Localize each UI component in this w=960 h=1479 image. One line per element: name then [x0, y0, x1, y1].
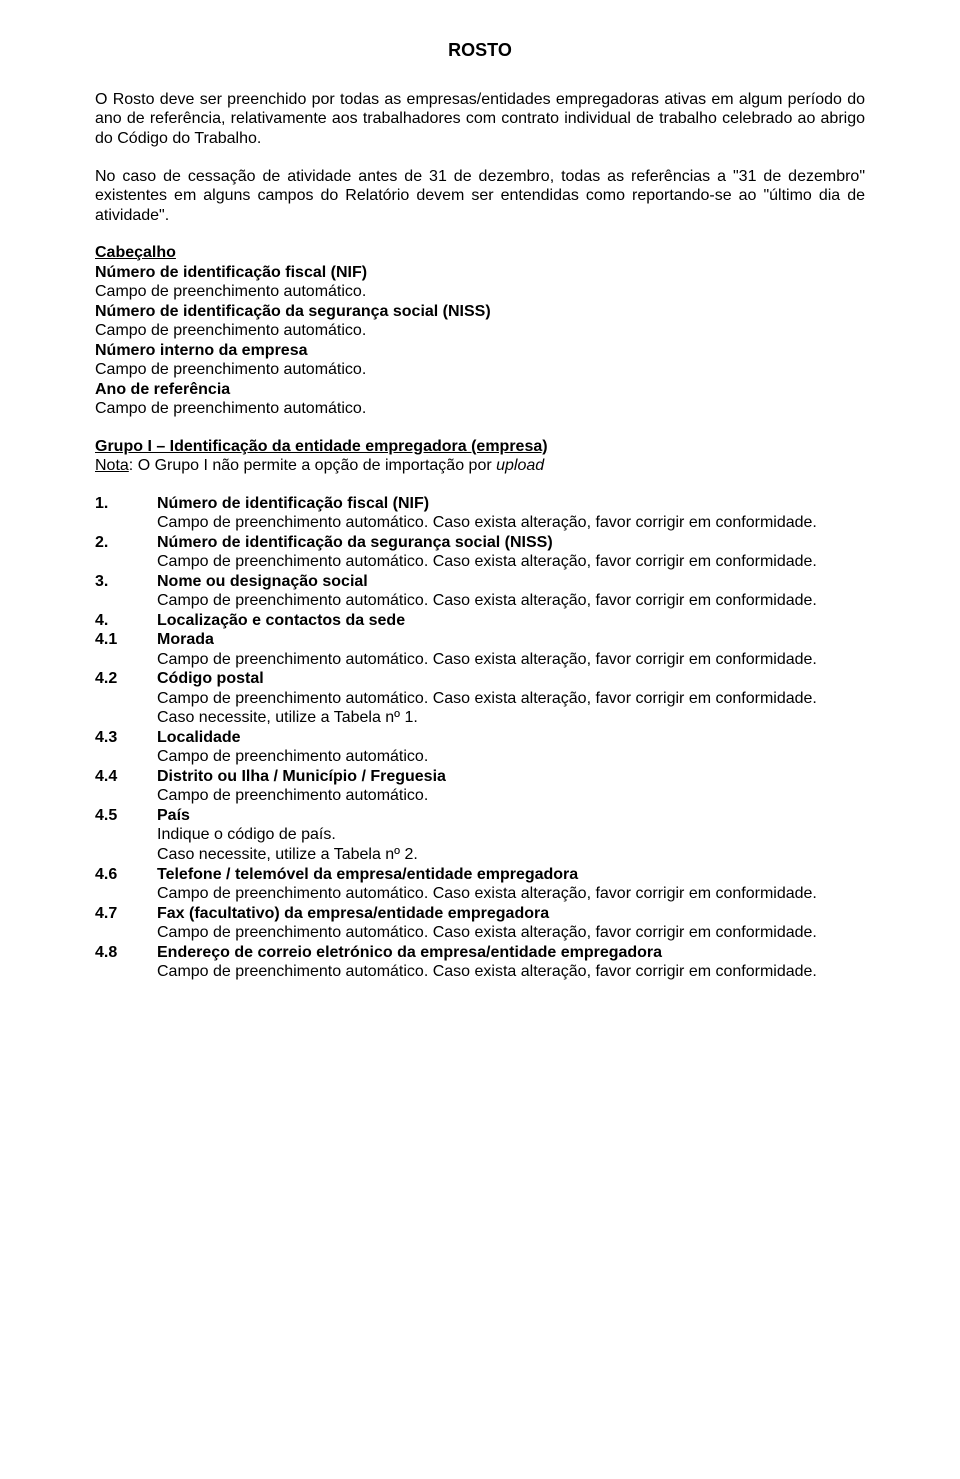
item-title: Número de identificação da segurança soc…	[157, 533, 865, 553]
nota-label: Nota	[95, 457, 129, 474]
cabecalho-label: Cabeçalho	[95, 244, 176, 261]
list-item: 4.8 Endereço de correio eletrónico da em…	[95, 943, 865, 963]
item-title: Distrito ou Ilha / Município / Freguesia	[157, 767, 865, 787]
list-item-desc: Campo de preenchimento automático. Caso …	[95, 923, 865, 943]
cab-field-nif-label: Número de identificação fiscal (NIF)	[95, 263, 865, 283]
item-tab: Caso necessite, utilize a Tabela nº 1.	[157, 708, 865, 728]
item-number: 2.	[95, 533, 157, 553]
item-desc: Campo de preenchimento automático. Caso …	[157, 962, 865, 982]
item-title: Morada	[157, 630, 865, 650]
list-item-tab: Caso necessite, utilize a Tabela nº 1.	[95, 708, 865, 728]
item-number: 4.1	[95, 630, 157, 650]
item-number: 4.3	[95, 728, 157, 748]
list-item-desc: Campo de preenchimento automático.	[95, 747, 865, 767]
list-item-tab: Caso necessite, utilize a Tabela nº 2.	[95, 845, 865, 865]
item-number: 4.5	[95, 806, 157, 826]
intro-paragraph-2: No caso de cessação de atividade antes d…	[95, 167, 865, 226]
list-item-desc: Indique o código de país.	[95, 825, 865, 845]
list-item: 4.1 Morada	[95, 630, 865, 650]
list-item: 4.3 Localidade	[95, 728, 865, 748]
list-item: 2. Número de identificação da segurança …	[95, 533, 865, 553]
nota-rest: : O Grupo I não permite a opção de impor…	[129, 457, 496, 474]
item-title: Fax (facultativo) da empresa/entidade em…	[157, 904, 865, 924]
item-desc: Campo de preenchimento automático. Caso …	[157, 650, 865, 670]
item-number: 4.2	[95, 669, 157, 689]
list-item-desc: Campo de preenchimento automático. Caso …	[95, 552, 865, 572]
list-item-desc: Campo de preenchimento automático. Caso …	[95, 650, 865, 670]
list-item-desc: Campo de preenchimento automático. Caso …	[95, 591, 865, 611]
item-title: Nome ou designação social	[157, 572, 865, 592]
item-number: 1.	[95, 494, 157, 514]
item-desc: Campo de preenchimento automático. Caso …	[157, 552, 865, 572]
item-desc: Indique o código de país.	[157, 825, 865, 845]
list-item: 1. Número de identificação fiscal (NIF)	[95, 494, 865, 514]
item-desc: Campo de preenchimento automático. Caso …	[157, 513, 865, 533]
list-item: 4.6 Telefone / telemóvel da empresa/enti…	[95, 865, 865, 885]
item-desc: Campo de preenchimento automático. Caso …	[157, 884, 865, 904]
item-number: 4.4	[95, 767, 157, 787]
grupo-list: 1. Número de identificação fiscal (NIF) …	[95, 494, 865, 982]
cab-field-interno-desc: Campo de preenchimento automático.	[95, 360, 865, 380]
upload-word: upload	[496, 457, 544, 474]
list-item: 4. Localização e contactos da sede	[95, 611, 865, 631]
item-desc: Campo de preenchimento automático.	[157, 786, 865, 806]
item-title: Código postal	[157, 669, 865, 689]
list-item-desc: Campo de preenchimento automático. Caso …	[95, 689, 865, 709]
cabecalho-block: Cabeçalho Número de identificação fiscal…	[95, 243, 865, 419]
item-desc: Campo de preenchimento automático. Caso …	[157, 923, 865, 943]
list-item: 4.7 Fax (facultativo) da empresa/entidad…	[95, 904, 865, 924]
cab-field-interno-label: Número interno da empresa	[95, 341, 865, 361]
grupo-title: Grupo I – Identificação da entidade empr…	[95, 438, 548, 455]
list-item-desc: Campo de preenchimento automático. Caso …	[95, 884, 865, 904]
item-title: País	[157, 806, 865, 826]
item-desc: Campo de preenchimento automático. Caso …	[157, 591, 865, 611]
grupo-header: Grupo I – Identificação da entidade empr…	[95, 437, 865, 476]
list-item: 3. Nome ou designação social	[95, 572, 865, 592]
item-number: 3.	[95, 572, 157, 592]
cab-field-ano-label: Ano de referência	[95, 380, 865, 400]
list-item: 4.4 Distrito ou Ilha / Município / Fregu…	[95, 767, 865, 787]
list-item: 4.5 País	[95, 806, 865, 826]
list-item: 4.2 Código postal	[95, 669, 865, 689]
item-number: 4.8	[95, 943, 157, 963]
intro-paragraph-1: O Rosto deve ser preenchido por todas as…	[95, 90, 865, 149]
list-item-desc: Campo de preenchimento automático. Caso …	[95, 962, 865, 982]
grupo-nota-line: Nota: O Grupo I não permite a opção de i…	[95, 456, 865, 476]
cab-field-niss-desc: Campo de preenchimento automático.	[95, 321, 865, 341]
cab-field-nif-desc: Campo de preenchimento automático.	[95, 282, 865, 302]
item-title: Número de identificação fiscal (NIF)	[157, 494, 865, 514]
cab-field-ano-desc: Campo de preenchimento automático.	[95, 399, 865, 419]
item-number: 4.7	[95, 904, 157, 924]
item-tab: Caso necessite, utilize a Tabela nº 2.	[157, 845, 865, 865]
item-number: 4.6	[95, 865, 157, 885]
cab-field-niss-label: Número de identificação da segurança soc…	[95, 302, 865, 322]
item-desc: Campo de preenchimento automático.	[157, 747, 865, 767]
item-title: Telefone / telemóvel da empresa/entidade…	[157, 865, 865, 885]
item-desc: Campo de preenchimento automático. Caso …	[157, 689, 865, 709]
list-item-desc: Campo de preenchimento automático.	[95, 786, 865, 806]
item-title: Localidade	[157, 728, 865, 748]
item-number: 4.	[95, 611, 157, 631]
list-item-desc: Campo de preenchimento automático. Caso …	[95, 513, 865, 533]
item-title: Endereço de correio eletrónico da empres…	[157, 943, 865, 963]
page-title: ROSTO	[95, 40, 865, 62]
item-title: Localização e contactos da sede	[157, 611, 865, 631]
